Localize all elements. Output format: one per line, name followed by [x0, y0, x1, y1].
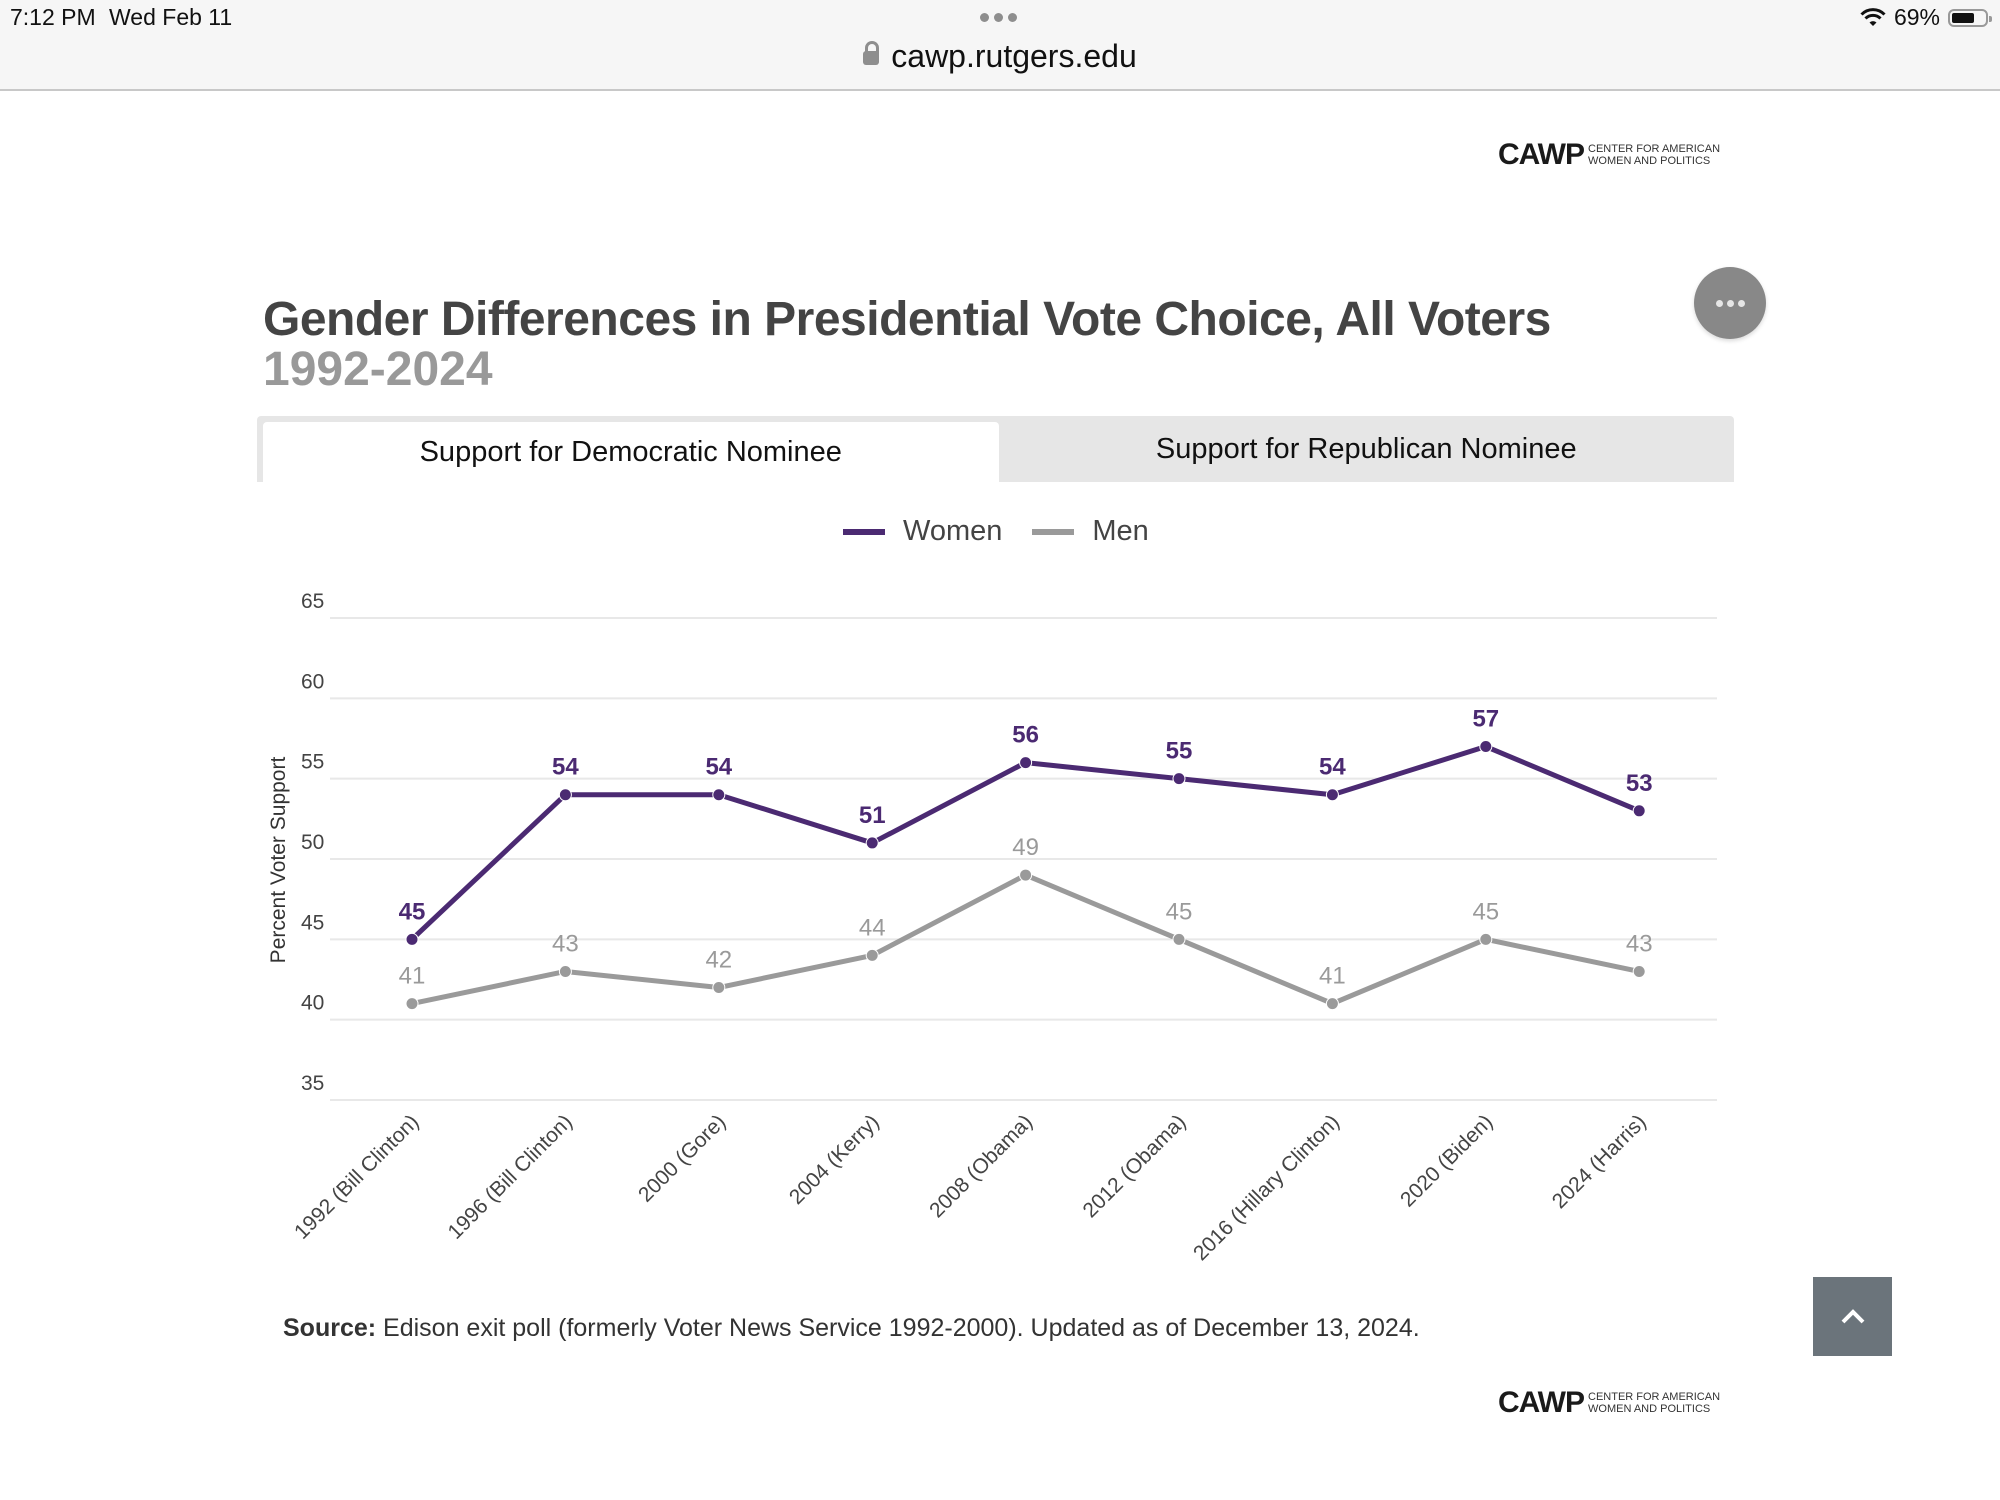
- y-tick-label: 35: [301, 1072, 324, 1095]
- legend-label-women: Women: [903, 515, 1003, 547]
- back-to-top-button[interactable]: [1813, 1277, 1892, 1356]
- data-label-women: 57: [1472, 706, 1499, 733]
- x-tick-label: 2000 (Gore): [634, 1110, 730, 1206]
- x-tick-label: 1996 (Bill Clinton): [443, 1110, 576, 1243]
- data-point-women[interactable]: [405, 932, 419, 946]
- data-point-women[interactable]: [865, 836, 879, 850]
- data-point-men[interactable]: [1325, 997, 1339, 1011]
- logo-text: Center for American Women and Politics: [1588, 143, 1721, 167]
- more-dots-icon[interactable]: [980, 13, 1017, 22]
- legend-swatch-men: [1032, 528, 1075, 535]
- source-text: Edison exit poll (formerly Voter News Se…: [376, 1314, 1420, 1342]
- data-label-women: 51: [859, 802, 886, 829]
- legend-swatch-women: [843, 528, 885, 535]
- data-label-men: 45: [1166, 898, 1193, 925]
- data-point-men[interactable]: [865, 948, 879, 962]
- cawp-logo-top[interactable]: CAWP Center for American Women and Politi…: [1498, 138, 1720, 172]
- data-label-men: 41: [1319, 963, 1346, 990]
- data-label-women: 45: [399, 898, 426, 925]
- data-point-men[interactable]: [1019, 868, 1033, 882]
- status-time: 7:12 PM: [10, 4, 96, 30]
- data-label-men: 45: [1472, 898, 1499, 925]
- y-tick-label: 55: [301, 751, 324, 774]
- source-label: Source:: [283, 1314, 377, 1342]
- data-point-men[interactable]: [1479, 932, 1493, 946]
- data-point-women[interactable]: [1172, 772, 1186, 786]
- battery-percent: 69%: [1893, 4, 1940, 30]
- data-point-men[interactable]: [1172, 932, 1186, 946]
- legend-item-men[interactable]: Men: [1032, 515, 1149, 548]
- data-label-women: 54: [705, 754, 732, 781]
- logo-mark: CAWP: [1498, 1386, 1585, 1419]
- data-point-women[interactable]: [1479, 740, 1493, 754]
- data-label-women: 54: [552, 754, 579, 781]
- y-tick-label: 50: [301, 831, 324, 854]
- data-label-men: 42: [705, 947, 732, 974]
- data-point-women[interactable]: [1632, 804, 1646, 818]
- wifi-icon: [1860, 7, 1886, 26]
- x-tick-label: 2008 (Obama): [925, 1110, 1037, 1222]
- ellipsis-icon: [1715, 299, 1723, 307]
- data-point-men[interactable]: [1632, 964, 1646, 978]
- battery-icon: [1948, 8, 1992, 27]
- data-label-women: 55: [1166, 738, 1193, 765]
- data-label-men: 43: [1626, 930, 1653, 957]
- y-tick-label: 45: [301, 911, 324, 934]
- data-label-women: 53: [1626, 770, 1653, 797]
- data-point-women[interactable]: [558, 788, 572, 802]
- y-axis-label: Percent Voter Support: [267, 757, 290, 964]
- data-label-men: 44: [859, 914, 886, 941]
- x-tick-label: 1992 (Bill Clinton): [290, 1110, 423, 1243]
- x-tick-label: 2004 (Kerry): [785, 1110, 884, 1209]
- x-tick-label: 2024 (Harris): [1548, 1110, 1651, 1213]
- data-label-women: 56: [1012, 722, 1039, 749]
- status-bar: 7:12 PM Wed Feb 11 cawp.rutgers.edu 69%: [0, 0, 2000, 91]
- data-point-men[interactable]: [405, 997, 419, 1011]
- url-text: cawp.rutgers.edu: [891, 38, 1137, 74]
- source-note: Source: Edison exit poll (formerly Voter…: [283, 1314, 1420, 1343]
- data-point-women[interactable]: [1325, 788, 1339, 802]
- data-label-men: 49: [1012, 834, 1039, 861]
- data-label-men: 41: [399, 963, 426, 990]
- data-point-women[interactable]: [712, 788, 726, 802]
- chart-title: Gender Differences in Presidential Vote …: [263, 293, 1551, 346]
- chart-subtitle: 1992-2024: [263, 343, 493, 396]
- chevron-up-icon: [1841, 1308, 1864, 1323]
- cawp-logo-bottom[interactable]: CAWP Center for American Women and Politi…: [1498, 1386, 1720, 1420]
- x-tick-label: 2016 (Hillary Clinton): [1189, 1110, 1344, 1265]
- data-label-men: 43: [552, 930, 579, 957]
- y-tick-label: 65: [301, 590, 324, 613]
- chart-menu-button[interactable]: [1694, 267, 1766, 339]
- data-point-men[interactable]: [558, 964, 572, 978]
- x-tick-label: 2012 (Obama): [1079, 1110, 1191, 1222]
- logo-mark: CAWP: [1498, 138, 1585, 171]
- chart-legend: Women Men: [843, 515, 1179, 548]
- tab-bar: Support for Democratic Nominee Support f…: [257, 416, 1734, 482]
- status-date: Wed Feb 11: [109, 4, 233, 30]
- y-tick-label: 40: [301, 992, 324, 1015]
- lock-icon: [863, 41, 880, 65]
- data-point-women[interactable]: [1019, 756, 1033, 770]
- tab-democratic-nominee[interactable]: Support for Democratic Nominee: [263, 422, 999, 482]
- x-tick-label: 2020 (Biden): [1396, 1110, 1497, 1211]
- legend-label-men: Men: [1092, 515, 1149, 547]
- legend-item-women[interactable]: Women: [843, 515, 1002, 548]
- logo-text: Center for American Women and Politics: [1588, 1391, 1721, 1415]
- tab-republican-nominee[interactable]: Support for Republican Nominee: [1155, 432, 1577, 465]
- data-label-women: 54: [1319, 754, 1346, 781]
- data-point-men[interactable]: [712, 981, 726, 995]
- address-bar[interactable]: cawp.rutgers.edu: [0, 38, 2000, 75]
- y-tick-label: 60: [301, 670, 324, 693]
